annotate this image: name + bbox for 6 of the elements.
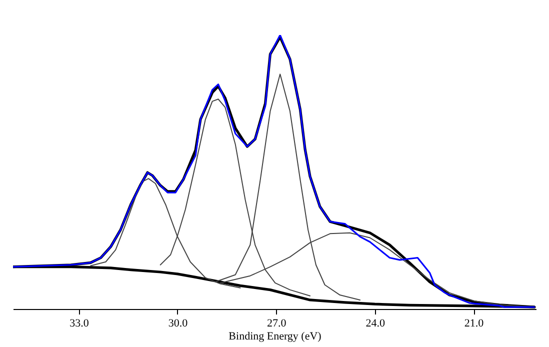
x-tick-label: 27.0 xyxy=(267,318,287,330)
x-tick-label: 33.0 xyxy=(70,318,90,330)
x-tick-label: 21.0 xyxy=(464,318,484,330)
x-tick-label: 30.0 xyxy=(168,318,188,330)
x-tick-label: 24.0 xyxy=(366,318,386,330)
x-axis-title: Binding Energy (eV) xyxy=(228,330,322,342)
